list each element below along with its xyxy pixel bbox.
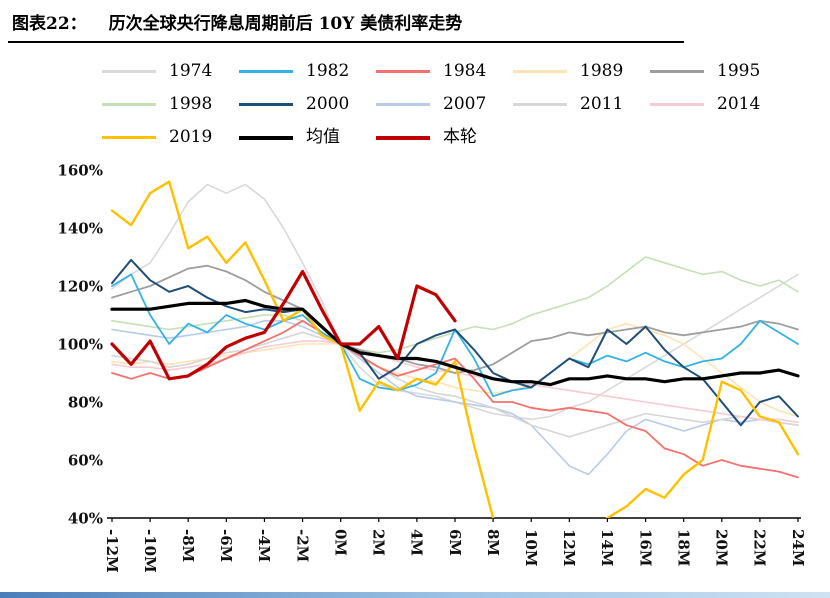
x-axis-label: 0M [331,529,349,556]
legend-row: 1974 1982 1984 1989 1995 [102,55,830,88]
legend-label: 1995 [717,61,761,81]
legend-line-swatch [376,135,430,140]
legend-line-swatch [239,103,293,106]
legend-label: 2014 [717,94,761,114]
legend-line-swatch [376,70,430,73]
legend-item-1974: 1974 [102,63,239,80]
legend-label: 2019 [169,127,213,147]
legend-line-swatch [650,103,704,106]
legend-row: 1998 2000 2007 2011 2014 [102,88,830,121]
series-line-均值 [110,298,800,387]
legend-label: 1982 [306,61,350,81]
line-chart-svg: 160% 140% 120% 100% 80% 60% 40%-12M -10M -8M -6M -… [57,161,807,573]
legend-line-swatch [102,136,156,139]
legend-item-2000: 2000 [239,96,376,113]
x-axis-label: -10M [141,529,159,573]
legend-line-swatch [102,70,156,73]
footer-accent-bar [0,592,830,598]
legend-label: 1989 [580,61,624,81]
y-axis-label: 120% [57,277,103,295]
legend-line-swatch [513,70,567,73]
y-axis-label: 140% [57,219,103,237]
legend-row: 2019 均值 本轮 [102,121,830,154]
legend-line-swatch [239,70,293,73]
x-axis-label: -8M [179,529,197,562]
series-line-2007 [111,320,799,476]
legend-line-swatch [513,103,567,106]
chart-title-prefix: 图表22： [12,14,87,34]
legend-label: 1984 [443,61,487,81]
series-line-1998 [111,256,799,354]
series-line-1989 [111,322,799,418]
legend-label: 1998 [169,94,213,114]
legend-line-swatch [376,103,430,106]
x-axis-label: 18M [674,529,692,566]
title-underline [8,41,684,43]
legend-item-本轮: 本轮 [376,129,513,146]
x-axis-label: 4M [408,529,426,556]
series-line-2011 [111,331,799,438]
y-axis-label: 80% [68,393,103,411]
legend-item-1998: 1998 [102,96,239,113]
x-axis-label: 10M [522,529,540,566]
x-axis-label: 24M [789,529,807,566]
series-line-1995 [111,264,799,374]
chart-title: 图表22： 历次全球央行降息周期前后 10Y 美债利率走势 [0,0,830,34]
x-axis-label: -6M [217,529,235,562]
x-axis-label: 8M [484,529,502,556]
series-line-2000 [111,258,799,427]
legend-line-swatch [239,135,293,140]
x-axis-label: 22M [751,529,769,566]
chart-title-text: 历次全球央行降息周期前后 10Y 美债利率走势 [108,14,463,34]
x-axis-label: -2M [293,529,311,562]
legend-item-2011: 2011 [513,96,650,113]
legend-line-swatch [102,103,156,106]
series-line-1984 [111,319,799,479]
legend-item-1984: 1984 [376,63,513,80]
series-line-本轮 [110,269,457,381]
legend-item-2019: 2019 [102,129,239,146]
legend-label: 2011 [580,94,624,114]
legend-label: 2000 [306,94,350,114]
legend-label: 本轮 [443,127,477,147]
legend-item-1989: 1989 [513,63,650,80]
legend-item-1995: 1995 [650,63,787,80]
x-axis-label: 6M [446,529,464,556]
y-axis-label: 100% [57,335,103,353]
x-axis-label: 16M [636,529,654,566]
x-axis-label: -4M [255,529,273,562]
x-axis-label: 12M [560,529,578,566]
x-axis-label: -12M [103,529,121,573]
chart-legend: 1974 1982 1984 1989 1995 1998 2000 2007 2011 2014… [102,55,830,154]
y-axis-label: 160% [57,161,103,179]
legend-item-2007: 2007 [376,96,513,113]
series-line-2019 [110,180,800,518]
legend-item-1982: 1982 [239,63,376,80]
y-axis-label: 40% [68,509,103,527]
x-axis-label: 14M [598,529,616,566]
legend-item-2014: 2014 [650,96,787,113]
x-axis-label: 20M [713,529,731,566]
legend-label: 均值 [306,127,340,147]
chart-area: 160% 140% 120% 100% 80% 60% 40% -12M -10M -8M -6M -… [0,156,830,598]
legend-item-均值: 均值 [239,129,376,146]
legend-line-swatch [650,70,704,73]
y-axis-label: 60% [68,451,103,469]
x-axis-label: 2M [370,529,388,556]
legend-label: 1974 [169,61,213,81]
legend-label: 2007 [443,94,487,114]
